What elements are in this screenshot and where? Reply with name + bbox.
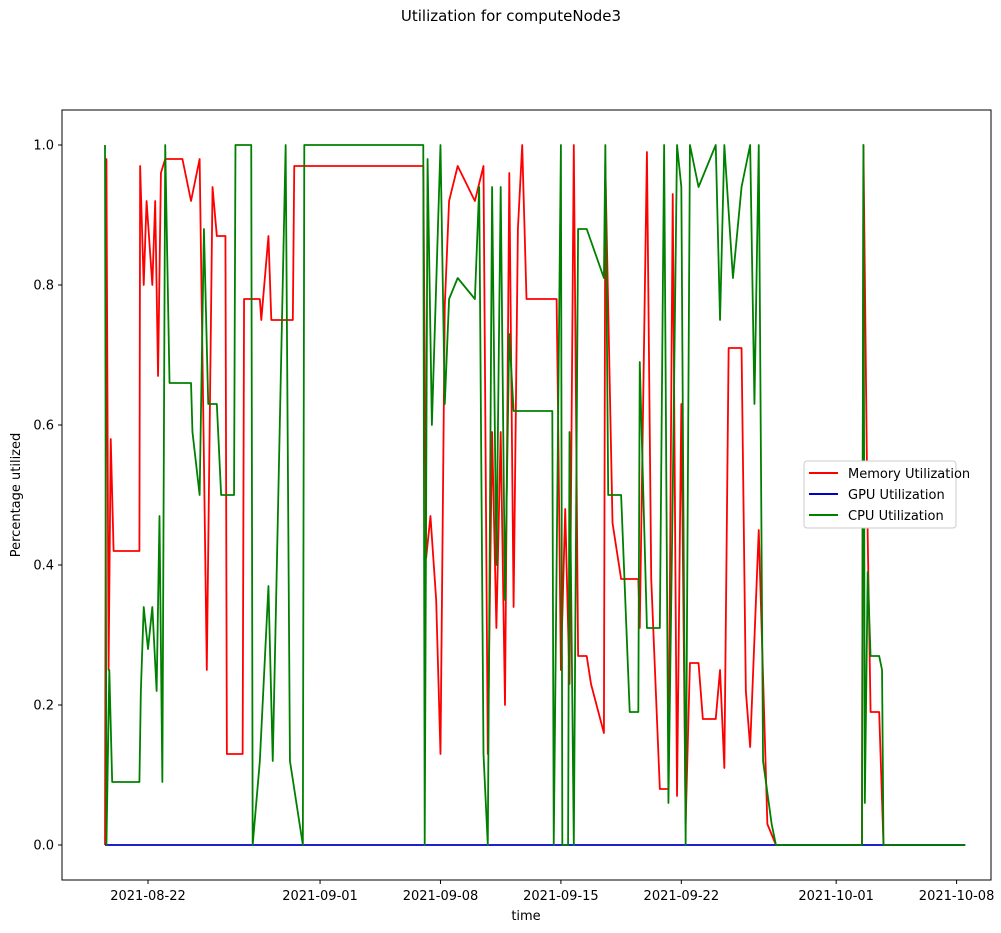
x-tick-label: 2021-09-22 [644, 889, 720, 904]
x-tick-label: 2021-09-08 [403, 889, 479, 904]
legend-label-gpu: GPU Utilization [848, 488, 945, 503]
chart-title: Utilization for computeNode3 [401, 7, 621, 25]
legend-label-cpu: CPU Utilization [848, 509, 944, 524]
x-tick-label: 2021-10-01 [798, 889, 874, 904]
series-layer [104, 144, 966, 846]
y-tick-label: 0.4 [33, 559, 54, 574]
x-tick-label: 2021-09-01 [282, 889, 358, 904]
y-axis-label: Percentage utilized [9, 433, 24, 558]
legend-label-memory: Memory Utilization [848, 467, 970, 482]
y-tick-label: 0.0 [33, 839, 54, 854]
y-tick-label: 0.8 [33, 279, 54, 294]
x-tick-label: 2021-08-22 [110, 889, 186, 904]
plot-frame [61, 109, 992, 881]
x-axis: 2021-08-22 2021-09-01 2021-09-08 2021-09-15… [110, 880, 994, 904]
y-axis: 0.0 0.2 0.4 0.6 0.8 1.0 [33, 139, 62, 854]
series-line-cpu [104, 144, 966, 846]
x-tick-label: 2021-10-08 [919, 889, 995, 904]
y-tick-label: 0.2 [33, 699, 54, 714]
y-tick-label: 1.0 [33, 139, 54, 154]
x-axis-label: time [511, 909, 540, 924]
y-tick-label: 0.6 [33, 419, 54, 434]
x-tick-label: 2021-09-15 [523, 889, 599, 904]
legend-box [803, 460, 957, 529]
legend: Memory Utilization GPU Utilization CPU U… [803, 460, 970, 529]
series-line-memory [104, 144, 966, 846]
